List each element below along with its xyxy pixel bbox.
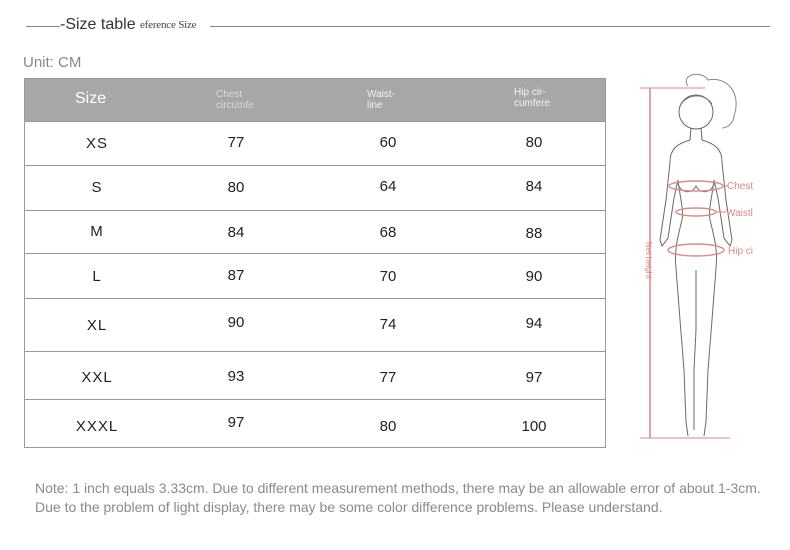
page-title: -Size table	[60, 16, 136, 33]
hair-fringe	[679, 95, 713, 107]
cell-chest: 80	[227, 179, 245, 196]
cell-chest: 97	[227, 414, 245, 431]
hip-label: Hip ci	[728, 246, 753, 257]
cell-waist: 77	[379, 369, 397, 386]
cell-hip: 90	[525, 268, 543, 285]
measurement-note: Note: 1 inch equals 3.33cm. Due to diffe…	[35, 480, 761, 515]
header-hip-line-1: Hip cir-	[514, 87, 546, 98]
cell-chest: 84	[227, 224, 245, 241]
cell-size: S	[91, 179, 103, 196]
waist-label: Waistl	[726, 208, 753, 219]
cell-chest: 77	[227, 134, 245, 151]
table-row: S 80 64 84	[25, 165, 605, 210]
cell-hip: 100	[521, 418, 547, 435]
cell-chest: 90	[227, 314, 245, 331]
cell-waist: 74	[379, 316, 397, 333]
cell-size: XL	[86, 317, 108, 334]
cell-waist: 64	[379, 178, 397, 195]
header-hip: Hip cir- cumfere	[514, 87, 550, 109]
cell-size: XXL	[81, 369, 113, 386]
neck-outline	[689, 127, 703, 141]
size-table: Size Chest circumfe Waist- line Hip cir-…	[24, 78, 606, 448]
cell-waist: 68	[379, 224, 397, 241]
cell-hip: 94	[525, 315, 543, 332]
header-waist: Waist- line	[367, 89, 395, 111]
cell-waist: 60	[379, 134, 397, 151]
height-label: Net height	[644, 242, 653, 279]
cell-chest: 93	[227, 368, 245, 385]
header-waist-line-2: line	[367, 100, 383, 111]
cell-hip: 97	[525, 369, 543, 386]
table-row: XXXL 97 80 100	[25, 399, 605, 447]
hair-bun-icon	[685, 73, 737, 129]
cell-size: L	[92, 268, 102, 285]
head-outline	[678, 94, 714, 130]
body-measurement-figure: Net height Chest Waistl Hip ci	[640, 73, 753, 439]
hip-band	[667, 243, 725, 257]
table-row: XL 90 74 94	[25, 298, 605, 351]
header-chest-line-1: Chest	[216, 89, 243, 100]
table-header: Size Chest circumfe Waist- line Hip cir-…	[25, 79, 605, 121]
cell-hip: 84	[525, 178, 543, 195]
cell-waist: 80	[379, 418, 397, 435]
header-chest: Chest circumfe	[216, 89, 254, 111]
header-size: Size	[75, 90, 107, 107]
table-row: XXL 93 77 97	[25, 351, 605, 399]
header-chest-line-2: circumfe	[216, 100, 254, 111]
cell-size: M	[90, 223, 104, 240]
cell-hip: 80	[525, 134, 543, 151]
cell-chest: 87	[227, 267, 245, 284]
body-outline	[659, 139, 733, 437]
cell-hip: 88	[525, 225, 543, 242]
table-row: M 84 68 88	[25, 210, 605, 253]
table-row: XS 77 60 80	[25, 121, 605, 165]
table-row: L 87 70 90	[25, 253, 605, 298]
header-hip-line-2: cumfere	[514, 98, 551, 109]
unit-label: Unit: CM	[23, 54, 82, 71]
title-rule-left	[26, 26, 60, 27]
header-waist-line-1: Waist-	[367, 89, 395, 100]
chest-label: Chest	[727, 181, 753, 192]
page-subtitle: eference Size	[140, 19, 197, 31]
cell-size: XXXL	[75, 418, 119, 435]
title-rule-right	[210, 26, 770, 27]
cell-size: XS	[85, 135, 109, 152]
cell-waist: 70	[379, 268, 397, 285]
